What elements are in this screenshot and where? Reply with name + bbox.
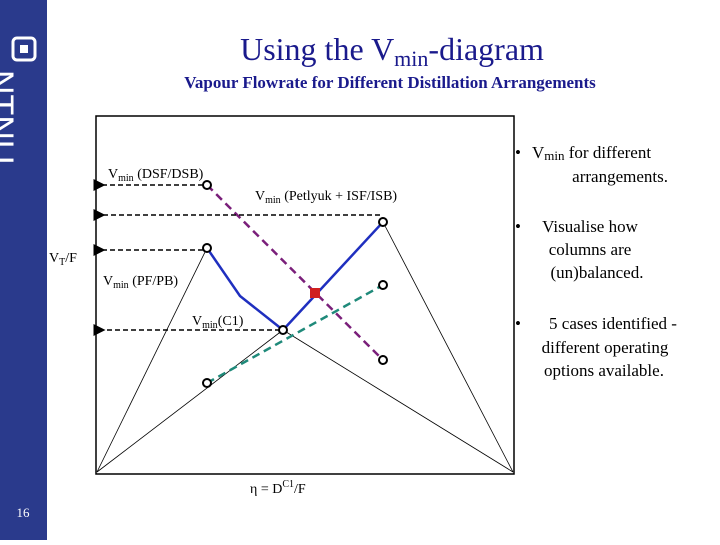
rest: (DSF/DSB) [134, 167, 204, 182]
rest: /F [65, 251, 77, 266]
arrows [93, 179, 380, 336]
sub: min [265, 195, 281, 206]
page-number: 16 [17, 505, 31, 520]
bullet-line: columns are [549, 240, 632, 259]
v: V [49, 251, 59, 266]
sub: min [113, 280, 129, 291]
bullet-line: 5 cases identified - [549, 314, 677, 333]
diagram-frame [95, 115, 515, 475]
eta-a: η = D [250, 482, 282, 497]
bullets: • Vmin for different arrangements. • Vis… [515, 143, 677, 380]
bullet-line: options available. [544, 361, 664, 380]
logo-icon [11, 36, 37, 62]
eta-b: /F [294, 482, 306, 497]
v: V [108, 167, 118, 182]
side-bar [0, 0, 47, 540]
bullet-line: different operating [542, 338, 669, 357]
bullet-line: (un)balanced. [551, 263, 644, 282]
sub: min [544, 148, 565, 163]
bullet-line: arrangements. [572, 167, 668, 186]
sub: min [118, 173, 134, 184]
v: V [255, 189, 265, 204]
logo-icon-inner [20, 45, 28, 53]
bullet-dot: • [515, 314, 521, 333]
title: Using the Vmin-diagram [240, 31, 544, 71]
thin-lines [96, 221, 514, 473]
label-pf: Vmin (PF/PB) [103, 274, 178, 291]
text: for different [565, 143, 652, 162]
label-c1: Vmin(C1) [192, 314, 244, 331]
sup: C1 [282, 479, 294, 490]
sub: T [59, 257, 65, 268]
purple-dashed [206, 184, 384, 361]
title-part: -diagram [428, 31, 544, 67]
bullet-dot: • [515, 217, 521, 236]
v: V [103, 274, 113, 289]
sub: min [202, 320, 218, 331]
label-eta: η = DC1/F [250, 479, 306, 497]
title-sub: min [394, 46, 428, 71]
vmin-blue-line [205, 221, 384, 332]
intersection-marker [310, 288, 320, 298]
label-vt: VT/F [49, 251, 77, 268]
bullet-line: Vmin for different [532, 143, 651, 163]
logo-text: NTNU [0, 70, 20, 164]
bullet-dot: • [515, 143, 521, 162]
rest: (Petlyuk + ISF/ISB) [281, 189, 398, 204]
rest: (C1) [218, 314, 244, 329]
label-dsf: Vmin (DSF/DSB) [108, 167, 204, 184]
points [202, 180, 388, 388]
v: V [532, 143, 545, 162]
bullet-line: Visualise how [542, 217, 638, 236]
teal-dashed [206, 283, 384, 385]
v: V [192, 314, 202, 329]
label-petlyuk: Vmin (Petlyuk + ISF/ISB) [255, 189, 397, 206]
title-part: Using the V [240, 31, 394, 67]
subtitle: Vapour Flowrate for Different Distillati… [184, 73, 596, 92]
rest: (PF/PB) [129, 274, 179, 289]
